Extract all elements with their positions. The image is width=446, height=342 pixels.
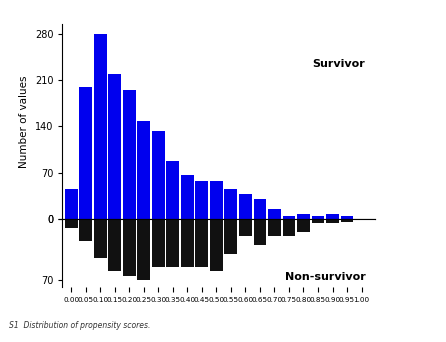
Y-axis label: Number of values: Number of values (19, 75, 29, 168)
Bar (195, 219, 208, 267)
Text: S1  Distribution of propensity scores.: S1 Distribution of propensity scores. (9, 321, 150, 330)
Text: Non-survivor: Non-survivor (285, 272, 365, 282)
Bar (253, 219, 266, 245)
Bar (224, 219, 237, 254)
Bar (137, 219, 150, 280)
Bar (152, 131, 165, 219)
Bar (312, 215, 324, 219)
Bar (166, 219, 179, 267)
Bar (65, 219, 78, 228)
Bar (239, 219, 252, 236)
Bar (79, 87, 92, 219)
Bar (166, 161, 179, 219)
Bar (224, 189, 237, 219)
Text: Survivor: Survivor (313, 59, 365, 69)
Bar (123, 219, 136, 276)
Bar (181, 219, 194, 267)
Bar (326, 214, 339, 219)
Bar (108, 74, 121, 219)
Bar (79, 219, 92, 241)
Bar (108, 219, 121, 272)
Bar (94, 34, 107, 219)
Bar (283, 215, 295, 219)
Bar (312, 219, 324, 223)
Bar (268, 209, 281, 219)
Bar (253, 199, 266, 219)
Bar (341, 219, 353, 222)
Bar (181, 175, 194, 219)
Bar (210, 181, 223, 219)
Bar (210, 219, 223, 272)
Bar (297, 214, 310, 219)
Bar (94, 219, 107, 258)
Bar (297, 219, 310, 232)
Bar (123, 90, 136, 219)
Bar (65, 189, 78, 219)
Bar (326, 219, 339, 223)
Bar (268, 219, 281, 236)
Bar (283, 219, 295, 236)
Bar (152, 219, 165, 267)
Bar (341, 215, 353, 219)
Bar (239, 195, 252, 219)
Bar (137, 121, 150, 219)
Bar (195, 181, 208, 219)
